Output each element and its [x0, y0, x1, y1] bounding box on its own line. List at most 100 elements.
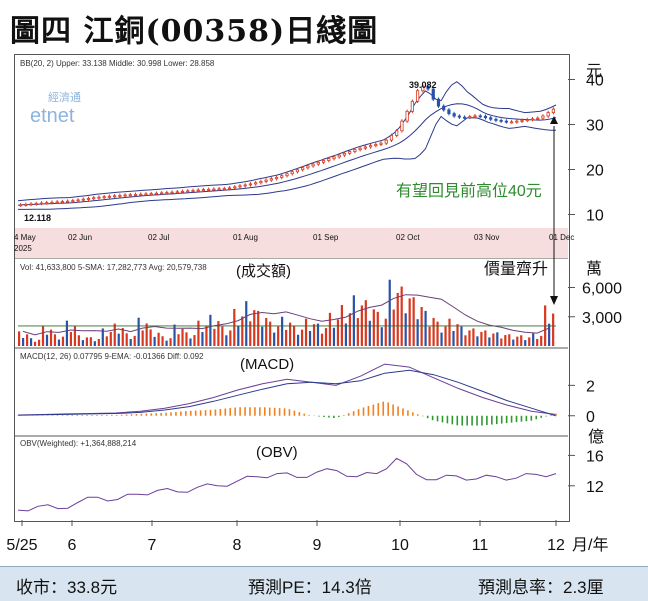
candle-body: [421, 85, 425, 92]
candle-body: [233, 186, 237, 189]
candle-body: [107, 195, 112, 198]
candle-body: [24, 203, 28, 206]
candle-body: [186, 190, 190, 193]
candle-body: [410, 100, 414, 112]
volume-bar: [41, 325, 45, 346]
volume-bar: [524, 340, 527, 346]
date-tick: 01 Sep: [313, 233, 339, 242]
volume-bar: [396, 292, 399, 346]
volume-bar: [133, 335, 136, 346]
volume-ytick-label: 6,000: [582, 281, 622, 298]
volume-sma-line: [22, 294, 550, 336]
volume-bar: [145, 323, 148, 346]
candle-body: [269, 178, 273, 181]
candle-body: [165, 192, 169, 194]
volume-bar: [89, 337, 92, 346]
candle-body: [280, 175, 284, 178]
volume-bar: [420, 307, 423, 346]
volume-bar: [137, 317, 140, 346]
candle-body: [243, 184, 247, 187]
candle-body: [50, 201, 54, 204]
volume-header: Vol: 41,633,800 5-SMA: 17,282,773 Avg: 2…: [20, 263, 207, 272]
volume-bar: [476, 336, 479, 346]
stock-chart: BB(20, 2) Upper: 33.138 Middle: 30.998 L…: [6, 59, 622, 554]
watermark-etnet: etnet: [30, 105, 75, 127]
volume-bar: [165, 340, 168, 346]
candle-body: [81, 198, 85, 201]
volume-bar: [432, 317, 435, 346]
volume-bar: [320, 333, 324, 346]
volume-bar: [141, 330, 144, 346]
volume-label: (成交額): [236, 262, 291, 280]
volume-bar: [460, 326, 463, 346]
volume-bar: [233, 308, 236, 346]
volume-bar: [97, 338, 100, 346]
volume-bar: [516, 336, 519, 346]
volume-bar: [77, 335, 80, 346]
volume-bar: [185, 332, 188, 346]
candle-body: [442, 105, 446, 111]
candle-body: [551, 108, 555, 113]
volume-bar: [61, 336, 65, 346]
candle-body: [274, 176, 279, 180]
volume-bar: [205, 325, 208, 346]
volume-ytick-label: 3,000: [582, 310, 622, 327]
candle-body: [473, 115, 477, 118]
footer-bar: 收市：33.8元 預測PE：14.3倍 預測息率：2.3厘: [0, 566, 648, 601]
candle-body: [227, 187, 232, 190]
bb-lower-line: [18, 115, 557, 210]
volume-bar: [273, 332, 276, 346]
candle-body: [170, 191, 174, 194]
candle-body: [536, 117, 540, 120]
volume-bar: [121, 328, 124, 346]
volume-bar: [257, 310, 260, 346]
volume-bar: [532, 333, 535, 346]
candle-body: [468, 116, 472, 119]
candle-body: [457, 115, 461, 118]
candle-body: [306, 165, 310, 169]
volume-bar: [49, 329, 53, 346]
candle-body: [180, 190, 185, 193]
date-tick: 01 Dec: [549, 233, 574, 242]
candle-body: [144, 193, 148, 196]
volume-bar: [332, 327, 336, 346]
chart-title: 圖四 江銅(00358)日綫圖: [10, 14, 379, 49]
month-label: 8: [233, 537, 242, 554]
date-tick: 02 Jun: [68, 233, 92, 242]
volume-bar: [436, 321, 439, 346]
volume-bar: [400, 286, 403, 346]
volume-bar: [316, 323, 320, 346]
target-arrow-up: [550, 116, 558, 124]
volume-bar: [173, 324, 176, 346]
candle-body: [60, 201, 64, 203]
volume-bar: [504, 335, 507, 346]
candle-body: [462, 116, 467, 119]
obv-header: OBV(Weighted): +1,364,888,214: [20, 439, 137, 448]
obv-ytick-label: 12: [586, 479, 604, 496]
volume-bar: [492, 333, 495, 346]
candle-body: [301, 167, 305, 171]
candle-body: [332, 156, 336, 160]
date-tick: 03 Nov: [474, 233, 499, 242]
candle-body: [405, 110, 409, 122]
volume-bar: [344, 323, 347, 346]
macd-ytick-label: 2: [586, 378, 595, 395]
volume-bar: [117, 333, 120, 346]
volume-bar: [424, 310, 427, 346]
volume-bar: [296, 334, 300, 346]
candle-body: [478, 115, 482, 118]
candle-body: [400, 120, 404, 132]
candle-body: [358, 147, 362, 151]
candle-body: [415, 90, 420, 102]
candle-body: [311, 163, 315, 167]
volume-bar: [113, 323, 116, 346]
forecast-pe: 預測PE：14.3倍: [248, 578, 372, 597]
volume-bar: [536, 339, 539, 346]
candle-body: [207, 188, 211, 191]
volume-bar: [472, 328, 475, 346]
volume-bar: [261, 326, 264, 346]
candle-body: [45, 202, 49, 205]
macd-signal-line: [17, 369, 557, 417]
volume-bar: [380, 327, 383, 346]
volume-bar: [376, 311, 379, 346]
